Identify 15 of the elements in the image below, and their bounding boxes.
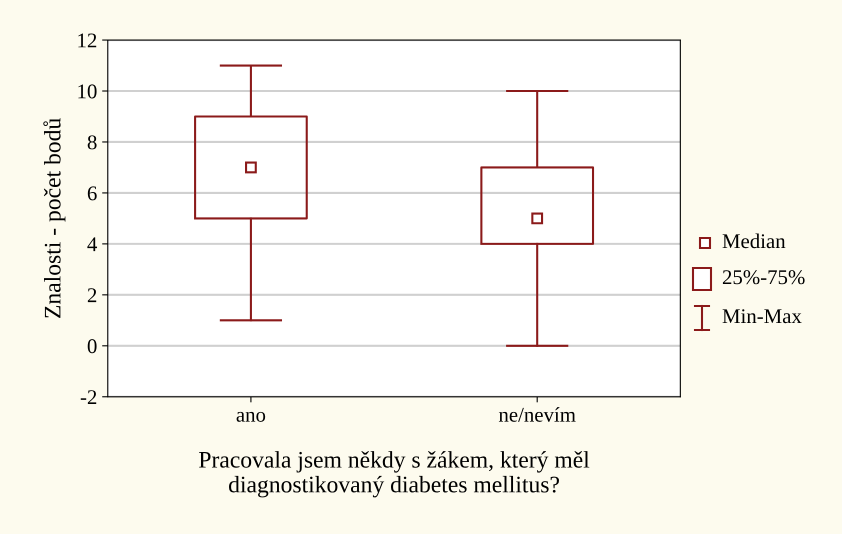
y-tick-label: 2 — [88, 288, 96, 302]
x-axis-title: Pracovala jsem někdy s žákem, který měl diagnostikovaný diabetes mellitus? — [199, 451, 590, 498]
x-tick-label: ano — [236, 412, 266, 422]
text: 25%-75% — [722, 270, 805, 284]
x-tick-label: ne/nevím — [498, 407, 576, 422]
y-tick-label: 6 — [88, 186, 97, 200]
text: Min-Max — [722, 309, 802, 324]
y-axis-title: Znalosti - počet bodů — [43, 118, 66, 318]
y-tick-label: 10 — [78, 84, 97, 98]
y-tick-label: 8 — [88, 135, 97, 150]
y-tick-label: 4 — [87, 237, 98, 252]
y-tick-label: 12 — [78, 33, 96, 48]
y-tick-label: 0 — [88, 339, 97, 354]
text: Median — [722, 234, 786, 248]
y-tick-label: -2 — [80, 390, 96, 404]
